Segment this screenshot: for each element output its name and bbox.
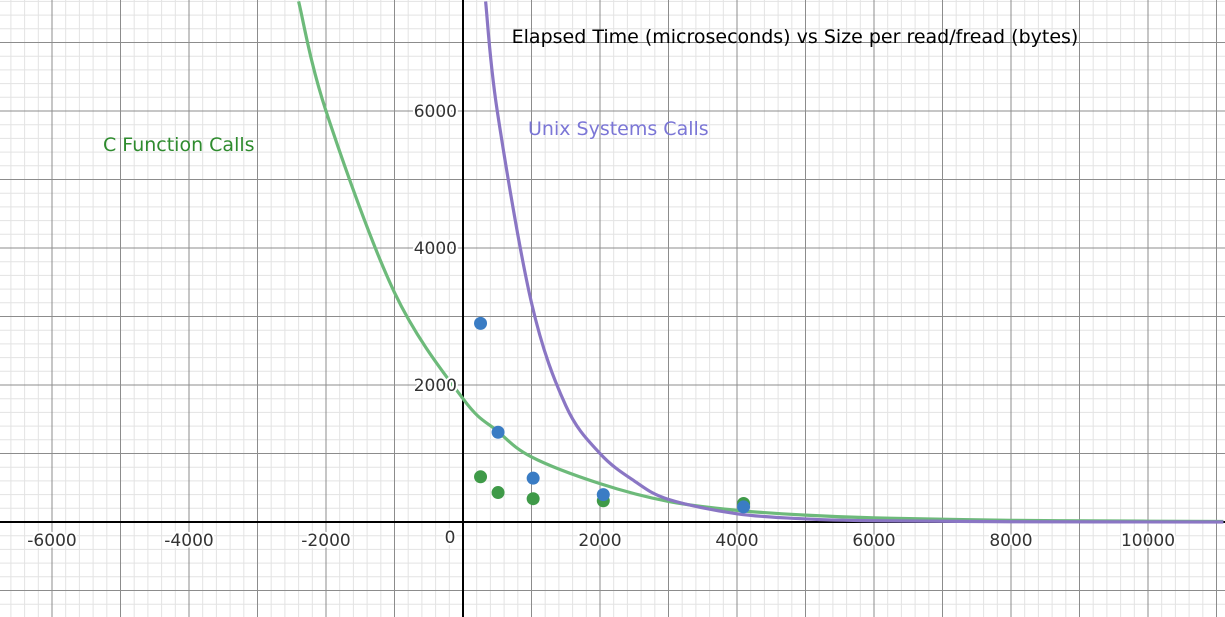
annotation-c-function-calls: C Function Calls: [103, 134, 255, 156]
x-tick-label: 8000: [989, 531, 1032, 551]
series-curve-3: [484, 1, 1224, 524]
x-tick-label: -6000: [27, 531, 76, 551]
y-tick-label: 4000: [414, 239, 457, 259]
data-point: [596, 488, 610, 502]
data-point: [491, 486, 505, 500]
data-point: [474, 316, 488, 330]
x-tick-label: 6000: [852, 531, 895, 551]
data-point: [737, 500, 751, 514]
x-tick-label: 10000: [1121, 531, 1175, 551]
x-tick-label: 2000: [578, 531, 621, 551]
annotation-unix-systems-calls: Unix Systems Calls: [528, 118, 709, 140]
data-point: [474, 470, 488, 484]
data-point: [491, 425, 505, 439]
y-tick-label: 2000: [414, 376, 457, 396]
y-tick-label: 6000: [414, 102, 457, 122]
tick-labels: -6000 -4000 -2000 2000 4000 6000 8000 10000 2000…: [25, 100, 1177, 553]
chart-title: Elapsed Time (microseconds) vs Size per …: [512, 26, 1079, 48]
data-point: [526, 492, 540, 506]
x-tick-label: 4000: [715, 531, 758, 551]
x-tick-label: -2000: [301, 531, 350, 551]
curves: [297, 1, 1224, 524]
origin-label: 0: [445, 528, 456, 548]
points: [474, 316, 751, 514]
x-tick-label: -4000: [164, 531, 213, 551]
data-point: [526, 471, 540, 485]
